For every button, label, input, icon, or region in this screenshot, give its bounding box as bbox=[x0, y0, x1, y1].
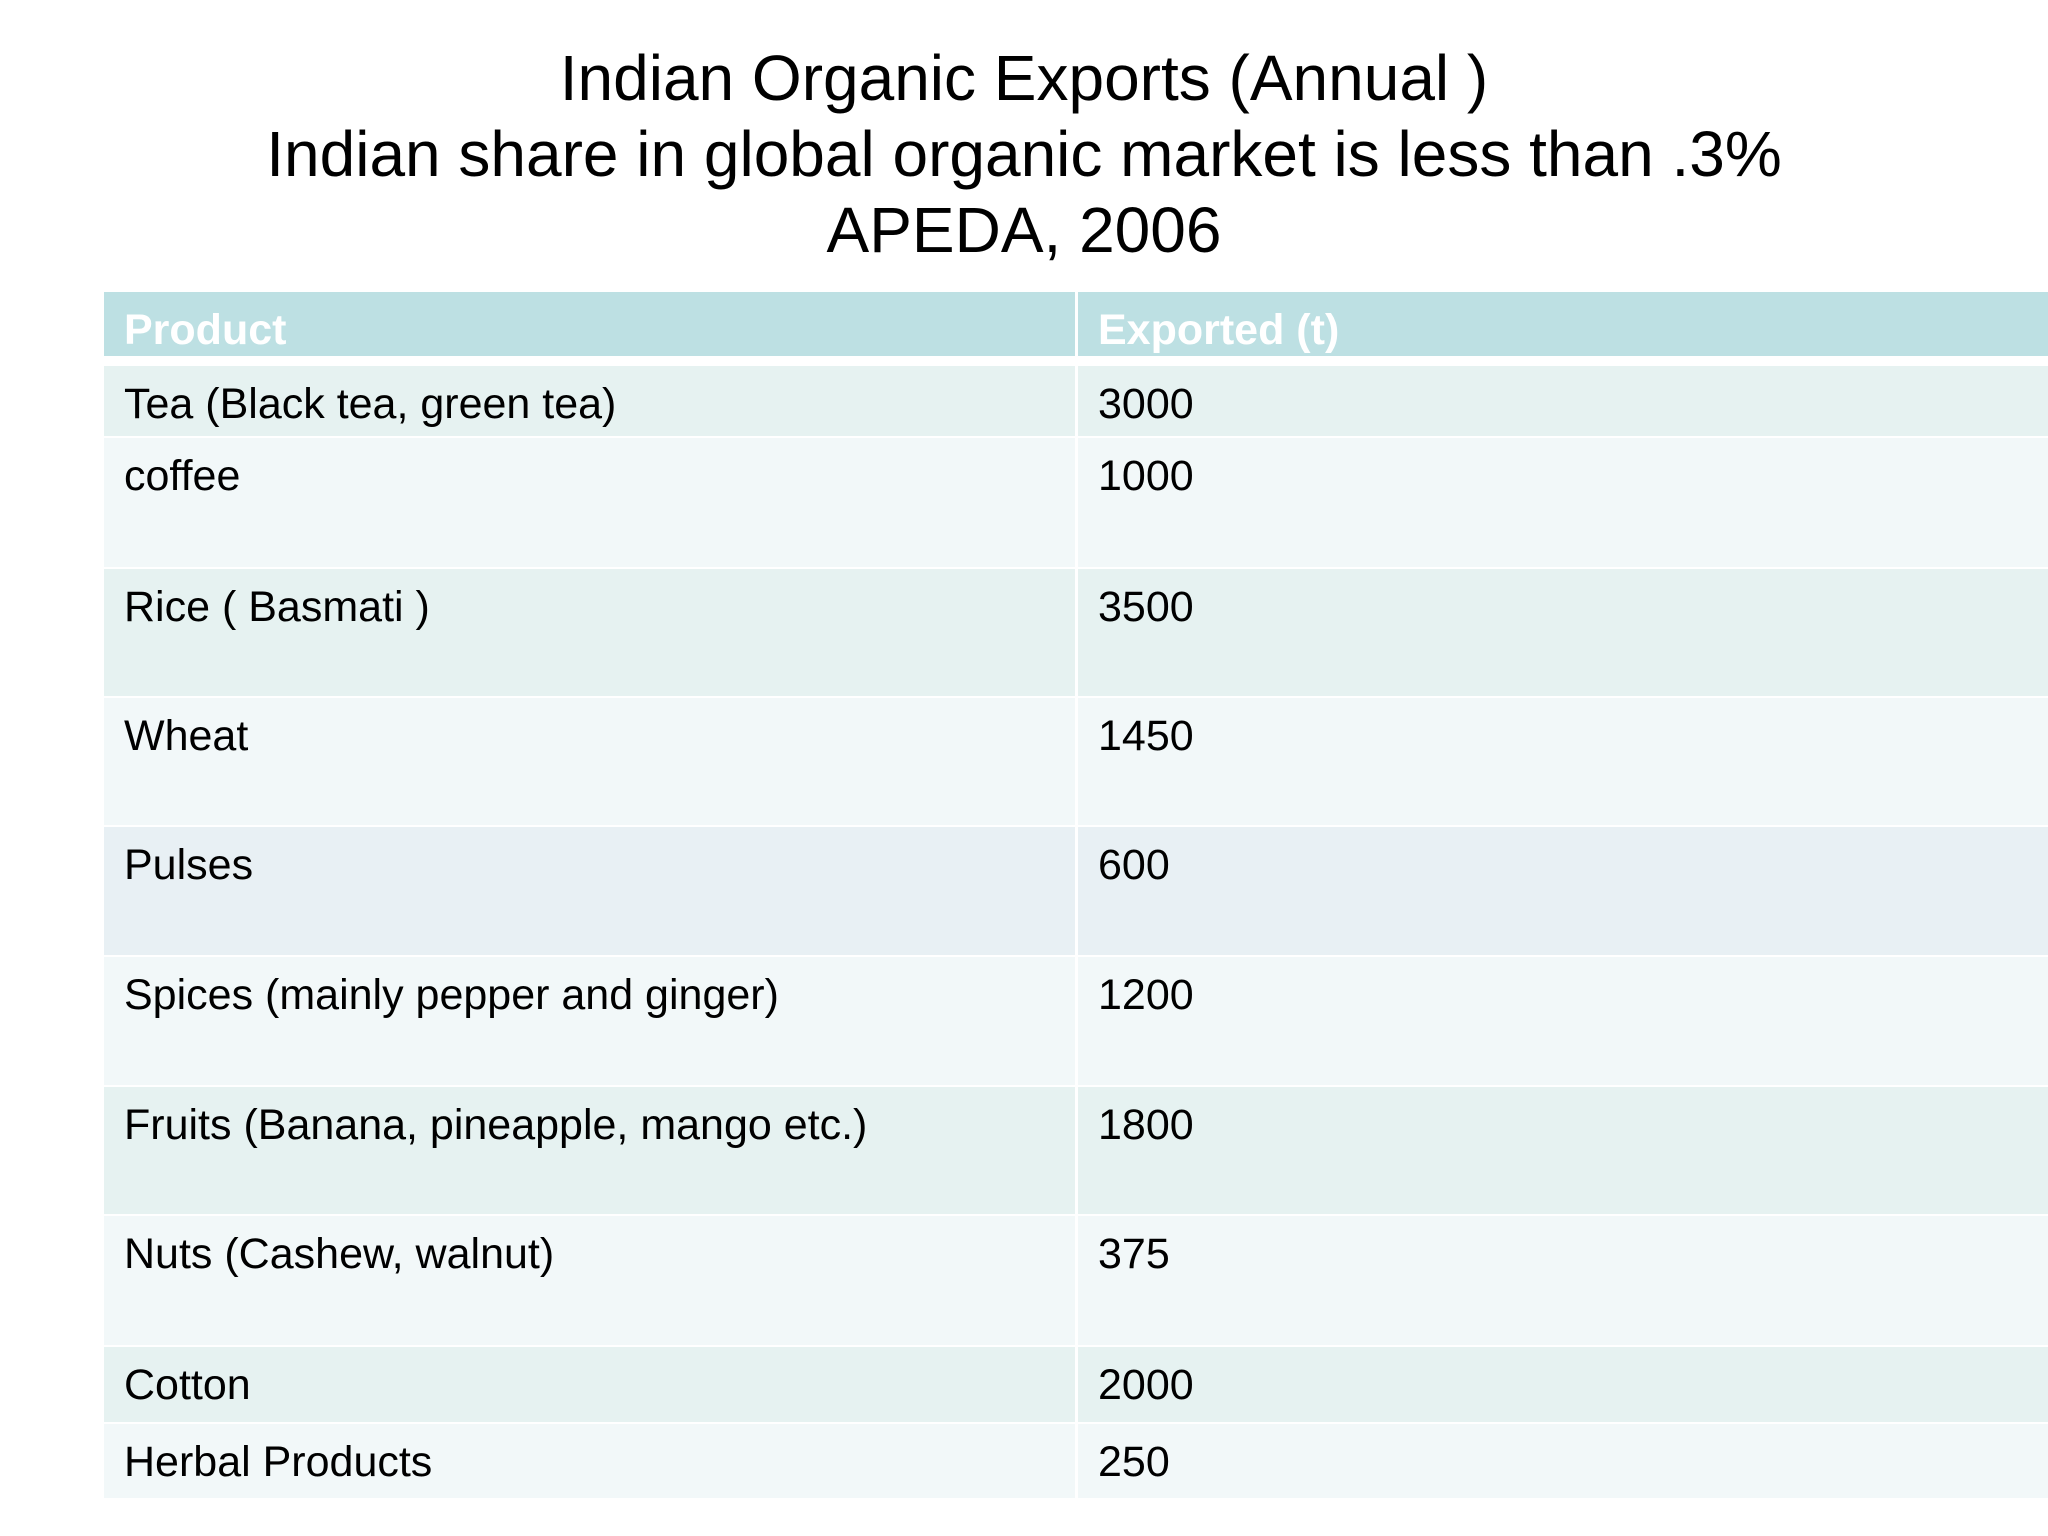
table-row: Rice ( Basmati ) 3500 bbox=[104, 567, 2048, 696]
product-cell: Rice ( Basmati ) bbox=[104, 567, 1075, 696]
title-line-3: APEDA, 2006 bbox=[826, 194, 1222, 266]
exported-cell: 3500 bbox=[1075, 567, 2048, 696]
column-header-product: Product bbox=[104, 292, 1075, 364]
product-cell: Herbal Products bbox=[104, 1422, 1075, 1498]
exported-cell: 2000 bbox=[1075, 1345, 2048, 1422]
product-cell: Nuts (Cashew, walnut) bbox=[104, 1214, 1075, 1345]
column-header-exported: Exported (t) bbox=[1075, 292, 2048, 364]
exported-cell: 3000 bbox=[1075, 364, 2048, 436]
product-cell: Tea (Black tea, green tea) bbox=[104, 364, 1075, 436]
table-header-row: Product Exported (t) bbox=[104, 292, 2048, 364]
table-row: Pulses 600 bbox=[104, 825, 2048, 955]
title-line-1: Indian Organic Exports (Annual ) bbox=[559, 42, 1489, 114]
product-cell: Wheat bbox=[104, 696, 1075, 825]
table-row: Fruits (Banana, pineapple, mango etc.) 1… bbox=[104, 1085, 2048, 1214]
product-cell: Cotton bbox=[104, 1345, 1075, 1422]
exported-cell: 600 bbox=[1075, 825, 2048, 955]
table-row: Cotton 2000 bbox=[104, 1345, 2048, 1422]
title-line-2: Indian share in global organic market is… bbox=[266, 118, 1782, 190]
table-row: Herbal Products 250 bbox=[104, 1422, 2048, 1498]
product-cell: Fruits (Banana, pineapple, mango etc.) bbox=[104, 1085, 1075, 1214]
exported-cell: 250 bbox=[1075, 1422, 2048, 1498]
table-row: Spices (mainly pepper and ginger) 1200 bbox=[104, 955, 2048, 1085]
exported-cell: 1450 bbox=[1075, 696, 2048, 825]
product-cell: Pulses bbox=[104, 825, 1075, 955]
table-row: Tea (Black tea, green tea) 3000 bbox=[104, 364, 2048, 436]
product-cell: Spices (mainly pepper and ginger) bbox=[104, 955, 1075, 1085]
exported-cell: 1000 bbox=[1075, 436, 2048, 567]
exports-table: Product Exported (t) Tea (Black tea, gre… bbox=[104, 292, 2048, 1498]
product-cell: coffee bbox=[104, 436, 1075, 567]
table-row: Wheat 1450 bbox=[104, 696, 2048, 825]
exported-cell: 1800 bbox=[1075, 1085, 2048, 1214]
table-row: coffee 1000 bbox=[104, 436, 2048, 567]
exported-cell: 375 bbox=[1075, 1214, 2048, 1345]
slide-title: Indian Organic Exports (Annual ) Indian … bbox=[0, 40, 2048, 268]
table-row: Nuts (Cashew, walnut) 375 bbox=[104, 1214, 2048, 1345]
exported-cell: 1200 bbox=[1075, 955, 2048, 1085]
